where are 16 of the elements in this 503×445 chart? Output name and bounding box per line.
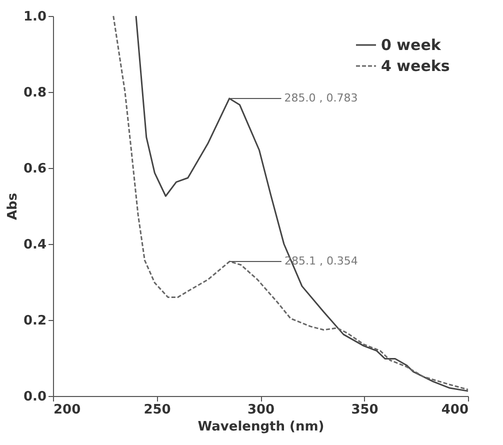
legend-label: 4 weeks: [381, 57, 450, 75]
y-axis-title: Abs: [5, 192, 20, 220]
y-tick-label: 0.6: [23, 162, 46, 176]
legend-label: 0 week: [381, 36, 442, 54]
x-tick-label: 350: [351, 402, 378, 418]
x-tick-label: 250: [144, 402, 171, 418]
x-tick-label: 400: [441, 402, 468, 418]
y-tick-label: 0.2: [23, 314, 46, 328]
y-tick-label: 1.0: [23, 10, 46, 24]
annotation: 285.0 , 0.783: [284, 91, 358, 104]
x-tick-label: 200: [54, 402, 81, 418]
x-axis-title: Wavelength (nm): [198, 420, 324, 434]
x-tick-label: 300: [247, 402, 275, 418]
y-tick-label: 0.4: [23, 238, 46, 252]
y-tick-label: 0.0: [23, 390, 46, 404]
y-tick-label: 0.8: [23, 86, 46, 100]
